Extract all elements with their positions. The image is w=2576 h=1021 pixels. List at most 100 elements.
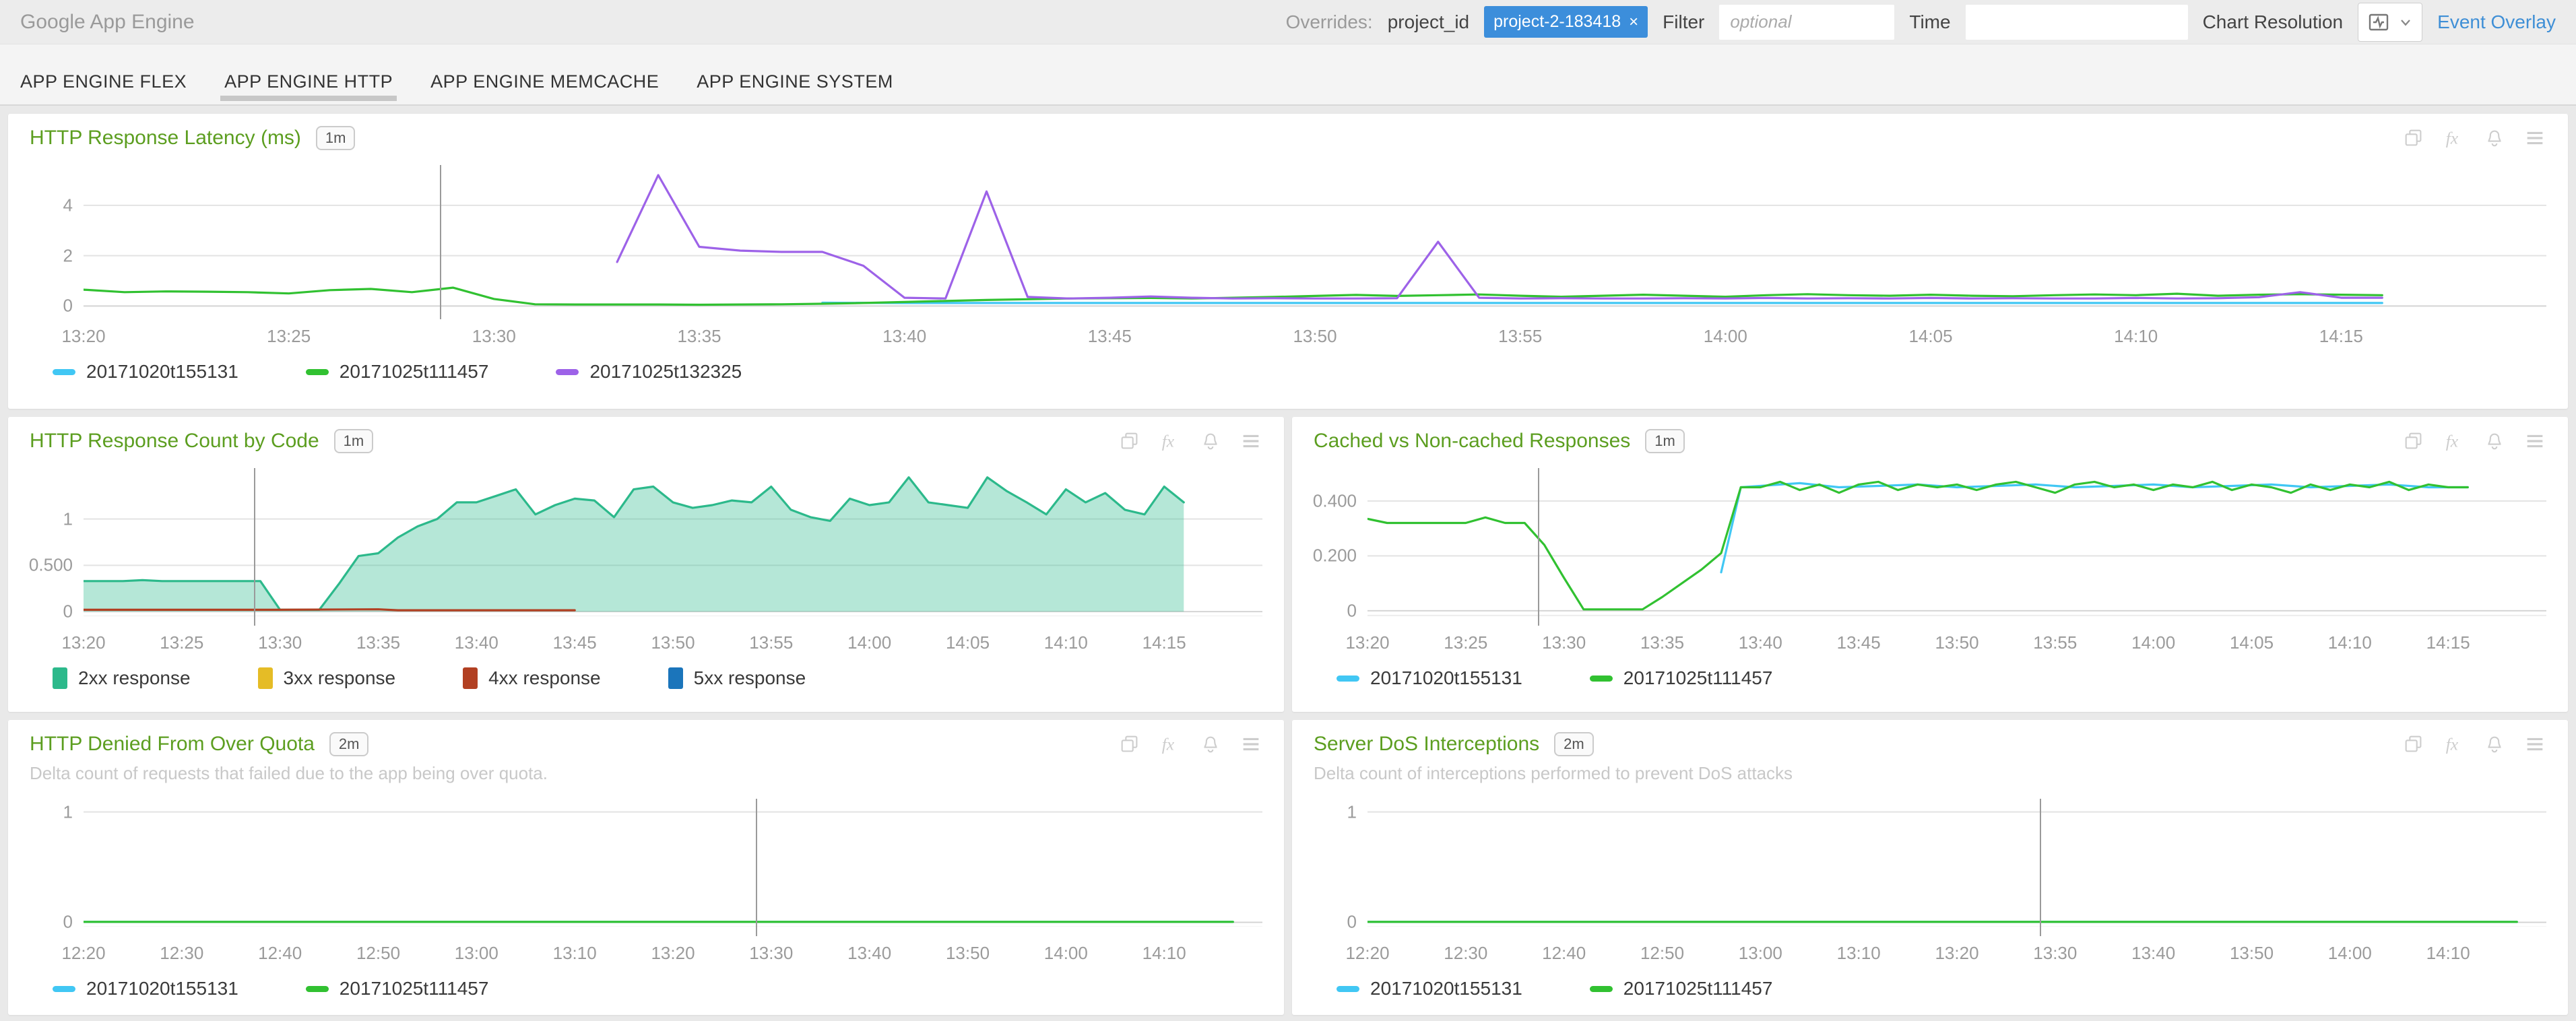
pulse-icon [2369, 13, 2389, 30]
fx-icon[interactable]: fx [2443, 127, 2466, 150]
x-axis-label: 14:10 [1142, 943, 1186, 963]
x-axis-label: 13:35 [356, 632, 401, 653]
menu-icon[interactable] [2523, 733, 2546, 756]
x-axis-label: 13:40 [882, 326, 927, 346]
series-line [1720, 482, 2469, 574]
legend-item[interactable]: 20171025t132325 [556, 361, 742, 383]
legend-swatch [305, 985, 329, 992]
filter-input[interactable] [1719, 4, 1895, 40]
legend-item[interactable]: 3xx response [257, 667, 395, 689]
override-tag[interactable]: project-2-183418 × [1484, 6, 1648, 38]
legend-item[interactable]: 20171025t111457 [305, 361, 488, 383]
legend-swatch [53, 368, 75, 375]
y-axis: 0 0.200 0.400 [1313, 468, 1367, 620]
bell-icon[interactable] [2483, 430, 2506, 453]
legend-item[interactable]: 20171020t155131 [53, 361, 238, 383]
menu-icon[interactable] [1239, 733, 1262, 756]
y-axis-label: 1 [63, 508, 73, 529]
y-axis-label: 0 [1347, 600, 1357, 621]
chart-legend: 20171020t155131 20171025t111457 20171025t1… [30, 361, 2546, 383]
fx-icon[interactable]: fx [1159, 430, 1182, 453]
bell-icon[interactable] [1199, 733, 1222, 756]
x-axis-label: 13:35 [677, 326, 721, 346]
plot-wrap: 12:20 12:30 12:40 12:50 13:00 13:10 13:20 13:30… [61, 799, 1262, 968]
chart-panel-header: Server DoS Interceptions 2m fx [1314, 732, 2546, 756]
legend-item[interactable]: 20171020t155131 [1337, 978, 1522, 999]
copy-icon[interactable] [1118, 430, 1141, 453]
x-axis-label: 12:40 [1542, 943, 1586, 963]
x-axis-label: 14:15 [2319, 326, 2363, 346]
copy-icon[interactable] [2402, 430, 2425, 453]
tab-app-engine-system[interactable]: APP ENGINE SYSTEM [697, 71, 893, 92]
bell-icon[interactable] [1199, 430, 1222, 453]
menu-icon[interactable] [1239, 430, 1262, 453]
x-axis-label: 14:00 [2327, 943, 2372, 963]
chart-panel-http-response-count-by-code: HTTP Response Count by Code 1m fx [8, 417, 1284, 712]
x-axis-label: 14:00 [1043, 943, 1088, 963]
chart-canvas [1367, 480, 2546, 616]
legend-swatch [53, 667, 67, 689]
chart-resolution-dropdown[interactable] [2358, 2, 2423, 42]
legend-item[interactable]: 4xx response [463, 667, 601, 689]
copy-icon[interactable] [2402, 733, 2425, 756]
legend-swatch [463, 667, 478, 689]
fx-icon[interactable]: fx [2443, 430, 2466, 453]
bell-icon[interactable] [2483, 127, 2506, 150]
tag-remove-icon[interactable]: × [1629, 12, 1639, 31]
x-axis-label: 13:25 [1444, 632, 1488, 653]
x-axis-label: 13:10 [1836, 943, 1881, 963]
x-axis-label: 13:40 [847, 943, 892, 963]
fx-icon[interactable]: fx [2443, 733, 2466, 756]
x-axis: 13:20 13:25 13:30 13:35 13:40 13:45 13:50 13:55… [1345, 627, 2546, 658]
fx-icon[interactable]: fx [1159, 733, 1182, 756]
x-axis-label: 13:20 [1935, 943, 1979, 963]
legend-item[interactable]: 20171025t111457 [1589, 667, 1773, 689]
tab-app-engine-memcache[interactable]: APP ENGINE MEMCACHE [430, 71, 659, 92]
x-axis-label: 13:50 [2229, 943, 2274, 963]
app-title: Google App Engine [20, 10, 195, 33]
event-overlay-link[interactable]: Event Overlay [2437, 11, 2556, 32]
time-marker [440, 165, 442, 319]
legend-item[interactable]: 20171025t111457 [1589, 978, 1772, 999]
y-axis: 0 2 4 [30, 165, 84, 316]
tab-app-engine-flex[interactable]: APP ENGINE FLEX [20, 71, 187, 92]
menu-icon[interactable] [2523, 430, 2546, 453]
legend-item[interactable]: 20171020t155131 [1337, 667, 1522, 689]
x-axis-label: 13:30 [2033, 943, 2078, 963]
x-axis-label: 13:30 [1542, 632, 1586, 653]
chart-legend: 20171020t155131 20171025t111457 [30, 978, 1262, 999]
x-axis-label: 13:35 [1640, 632, 1685, 653]
x-axis-label: 13:50 [945, 943, 990, 963]
x-axis-label: 13:20 [61, 632, 106, 653]
top-bar-controls: Overrides: project_id project-2-183418 ×… [1286, 2, 2556, 42]
chart-canvas [84, 476, 1262, 616]
override-key-label: project_id [1387, 11, 1470, 32]
x-axis-label: 13:50 [1935, 632, 1979, 653]
x-axis-label: 14:10 [2114, 326, 2158, 346]
copy-icon[interactable] [2402, 127, 2425, 150]
legend-item[interactable]: 20171020t155131 [53, 978, 238, 999]
resolution-badge: 2m [1554, 732, 1594, 756]
bell-icon[interactable] [2483, 733, 2506, 756]
legend-label: 20171025t111457 [1623, 667, 1773, 688]
time-input[interactable] [1965, 4, 2188, 40]
x-axis-label: 13:40 [1738, 632, 1782, 653]
y-axis-label: 0 [63, 295, 73, 316]
chart-panel-http-response-latency: HTTP Response Latency (ms) 1m fx [8, 114, 2568, 409]
x-axis-label: 13:45 [1087, 326, 1132, 346]
chart-panel-header: Cached vs Non-cached Responses 1m fx [1314, 429, 2546, 453]
chart-legend: 20171020t155131 20171025t111457 [1314, 667, 2546, 689]
tab-app-engine-http[interactable]: APP ENGINE HTTP [220, 71, 397, 104]
chart-title: HTTP Denied From Over Quota [30, 733, 315, 755]
legend-item[interactable]: 20171025t111457 [305, 978, 488, 999]
legend-label: 20171020t155131 [86, 978, 238, 999]
menu-icon[interactable] [2523, 127, 2546, 150]
legend-swatch [257, 667, 273, 689]
x-axis-label: 12:20 [1345, 943, 1390, 963]
legend-item[interactable]: 2xx response [53, 667, 191, 689]
copy-icon[interactable] [1118, 733, 1141, 756]
legend-item[interactable]: 5xx response [668, 667, 806, 689]
